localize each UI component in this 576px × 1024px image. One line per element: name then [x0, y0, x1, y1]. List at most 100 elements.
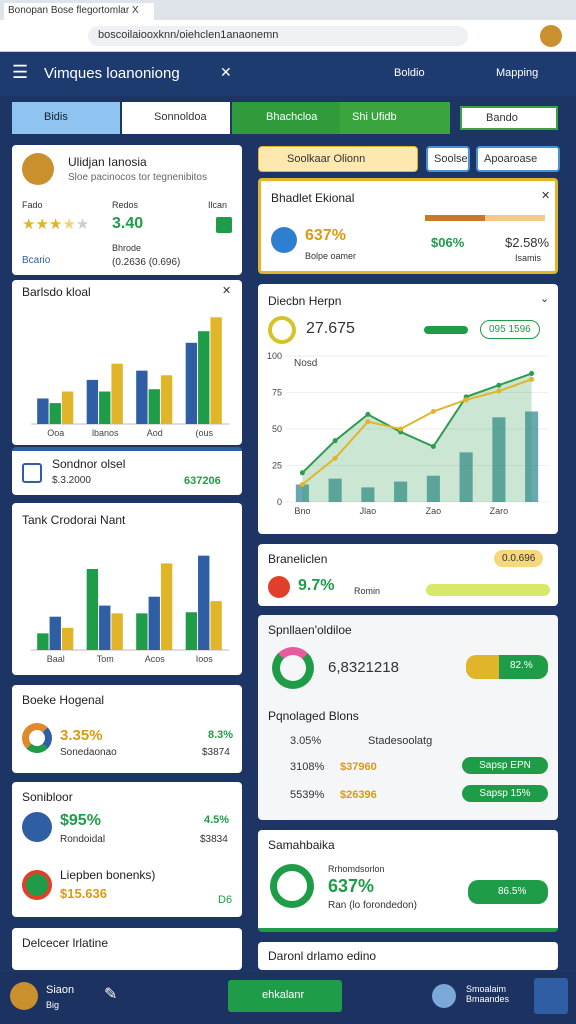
- bar: [86, 379, 99, 424]
- pill[interactable]: Sapsp 15%: [462, 785, 548, 802]
- point: [463, 397, 469, 403]
- chart-card: Diecbn Herpn ⌄ 27.675 095 1596 0 25 50 75 10…: [258, 284, 558, 534]
- dropdown[interactable]: Soolkaar Olionn: [258, 146, 418, 172]
- pill: 0.0.696: [494, 550, 544, 567]
- tab[interactable]: Shi Ufidb: [340, 102, 450, 134]
- value: $.3.2000: [52, 475, 91, 486]
- card-title: Tank Crodorai Nant: [22, 513, 126, 527]
- label: Ilcan: [208, 200, 228, 210]
- bar: [61, 391, 74, 424]
- name: Ulidjan Ianosia: [68, 155, 147, 169]
- close[interactable]: ✕: [220, 64, 232, 80]
- row-value: 3108%: [290, 761, 325, 773]
- x-tick-label: (ous: [195, 428, 213, 438]
- bar: [111, 363, 123, 424]
- bar: [492, 417, 506, 502]
- grid-button[interactable]: [534, 978, 568, 1014]
- label: Redos: [112, 200, 139, 210]
- card-title: Diecbn Herpn: [268, 294, 342, 308]
- tab[interactable]: Bonopan Bose flegortomlar X: [4, 3, 154, 20]
- close[interactable]: ✕: [222, 285, 232, 297]
- bar: [61, 627, 74, 650]
- card-title: Barlsdo kloal: [22, 285, 91, 299]
- avatar[interactable]: [540, 25, 562, 47]
- x-tick-label: Tom: [97, 654, 114, 664]
- highlight-card: Bhadlet Ekional ✕ 637% Bolpe oamer $06% …: [258, 178, 558, 274]
- value: $2.58%: [505, 235, 550, 250]
- summary-card: Sondnor olsel $.3.2000 637206: [12, 447, 242, 495]
- pill[interactable]: Sapsp EPN: [462, 757, 548, 774]
- value: $95%: [60, 812, 101, 829]
- bar: [111, 613, 123, 650]
- edit[interactable]: ✎: [104, 986, 118, 1003]
- url[interactable]: boscoilaiooxknn/oiehclen1anaonemn: [88, 26, 468, 46]
- x-tick-label: Zao: [426, 506, 442, 516]
- stat: 27.675: [306, 320, 355, 337]
- slider[interactable]: [424, 326, 468, 334]
- y-tick-label: 100: [267, 351, 282, 361]
- bar: [37, 398, 49, 424]
- value: 9.7%: [298, 577, 335, 594]
- point: [398, 426, 404, 432]
- progress-card: Braneliclen 0.0.696 9.7% Romin: [258, 544, 558, 606]
- card-title: Boeke Hogenal: [22, 693, 105, 707]
- avatar: [432, 984, 456, 1008]
- tab[interactable]: Sonnoldoa: [122, 102, 230, 134]
- app-header: ☰ Vimques loanoniong ✕ Boldio Mapping: [0, 52, 576, 96]
- nav-item[interactable]: Boldio: [394, 67, 425, 79]
- row-amount: $37960: [340, 761, 377, 773]
- item: Liepben bonenks): [60, 868, 156, 882]
- star: ★: [62, 216, 76, 233]
- bar: [49, 403, 61, 424]
- menu[interactable]: ☰: [12, 62, 29, 82]
- progress: [425, 215, 545, 221]
- bar: [37, 633, 49, 650]
- value: 637%: [328, 876, 375, 896]
- value: 637%: [305, 227, 346, 244]
- tab[interactable]: Bhachcloa: [232, 102, 340, 134]
- icon: [22, 463, 42, 483]
- donut-card: Boeke Hogenal 3.35% Sonedaonao 8.3% $387…: [12, 685, 242, 773]
- pill: 095 1596: [480, 320, 540, 339]
- label: Rrhomdsorlon: [328, 864, 385, 874]
- y-tick-label: 50: [272, 424, 282, 434]
- button[interactable]: Apoaroase: [476, 146, 560, 172]
- line: [301, 372, 532, 474]
- dropdown[interactable]: Bando: [460, 106, 558, 130]
- chart-card: Barlsdo kloal ✕ Ooa lbanos Aod (ous: [12, 280, 242, 445]
- point: [332, 455, 338, 461]
- collapse[interactable]: ⌄: [540, 293, 550, 305]
- label: Romin: [354, 586, 381, 596]
- progress-fill: [425, 215, 485, 221]
- bar: [136, 370, 148, 424]
- point: [299, 481, 305, 487]
- stat-card: Samahbaika Rrhomdsorlon 637% Ran (lo for…: [258, 830, 558, 932]
- avatar: [10, 982, 38, 1010]
- x-tick-label: Acos: [145, 654, 166, 664]
- line: [301, 378, 532, 486]
- bar: [198, 555, 210, 650]
- tab[interactable]: Bidis: [12, 102, 120, 134]
- bar: [361, 487, 375, 502]
- link[interactable]: Bcario: [22, 255, 51, 266]
- row-value: 3.05%: [290, 735, 322, 747]
- star: ★: [35, 216, 49, 233]
- label: Sonedaonao: [60, 747, 117, 758]
- label: Rondoidal: [60, 834, 106, 845]
- icon: [22, 812, 52, 842]
- x-tick-label: Baal: [47, 654, 65, 664]
- x-tick-label: Ioos: [196, 654, 214, 664]
- card-title: Sonibloor: [22, 790, 73, 804]
- card-title: Sondnor olsel: [52, 457, 126, 471]
- app-title: Vimques loanoniong: [44, 65, 180, 82]
- close[interactable]: ✕: [541, 190, 551, 202]
- button[interactable]: ehkalanr: [228, 980, 342, 1012]
- value: D6: [218, 894, 233, 906]
- nav-item[interactable]: Mapping: [496, 67, 539, 79]
- bar: [426, 475, 440, 502]
- value: $15.636: [60, 886, 107, 901]
- button[interactable]: Soolse: [426, 146, 470, 172]
- donut: [272, 647, 314, 689]
- card: Delcecer lrlatine: [12, 928, 242, 970]
- label: Ran (lo forondedon): [328, 900, 417, 911]
